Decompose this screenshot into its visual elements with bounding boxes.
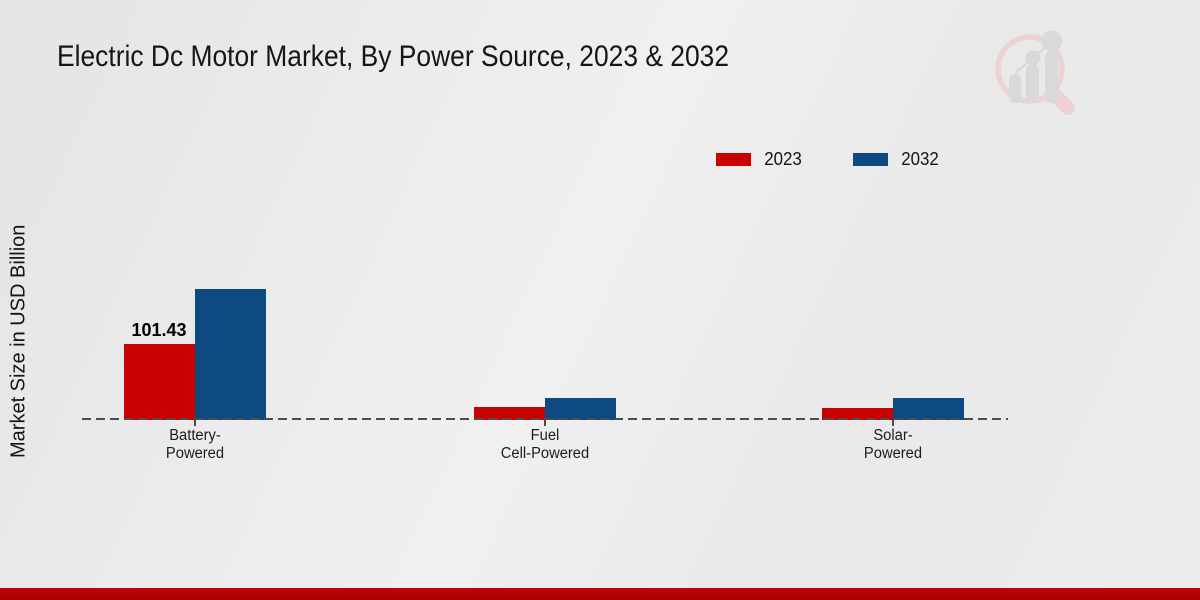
x-axis-baseline bbox=[82, 418, 1008, 420]
bar-2023-battery-powered bbox=[124, 344, 195, 420]
bar-2032-fuel-cell-powered bbox=[545, 398, 616, 420]
axis-tick bbox=[544, 420, 546, 426]
footer-accent-bar bbox=[0, 588, 1200, 600]
chart-title: Electric Dc Motor Market, By Power Sourc… bbox=[57, 40, 730, 73]
bar-2032-solar-powered bbox=[893, 398, 964, 420]
bar-2032-battery-powered bbox=[195, 289, 266, 420]
bar-2023-fuel-cell-powered bbox=[474, 407, 545, 420]
logo-bar-medium bbox=[1026, 64, 1039, 103]
bar-2023-solar-powered bbox=[822, 408, 893, 420]
logo-bar-large bbox=[1045, 51, 1058, 103]
category-label: Solar- Powered bbox=[863, 427, 923, 462]
legend-label-2032: 2032 bbox=[901, 149, 939, 169]
bar-value-label: 101.43 bbox=[131, 320, 187, 340]
category-label: Battery- Powered bbox=[165, 427, 225, 462]
legend: 2023 2032 bbox=[716, 149, 940, 170]
legend-swatch-2032 bbox=[853, 153, 889, 166]
logo-dot-medium bbox=[1025, 50, 1041, 66]
legend-label-2023: 2023 bbox=[764, 149, 802, 169]
magnifier-bar-chart-logo bbox=[995, 30, 1075, 115]
logo-bar-small bbox=[1009, 74, 1022, 103]
logo-dot-large bbox=[1041, 30, 1063, 52]
category-label: Fuel Cell-Powered bbox=[500, 427, 590, 462]
legend-swatch-2023 bbox=[716, 153, 751, 166]
legend-item-2032: 2032 bbox=[853, 149, 940, 170]
legend-item-2023: 2023 bbox=[716, 149, 803, 170]
axis-tick bbox=[892, 420, 894, 426]
axis-tick bbox=[194, 420, 196, 426]
